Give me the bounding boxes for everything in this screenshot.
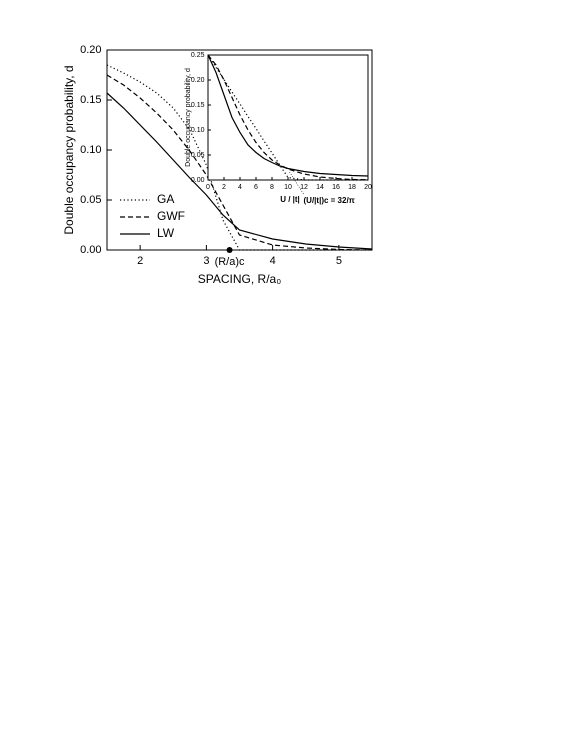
series-line — [207, 54, 369, 177]
x-tick-label: 4 — [238, 184, 242, 191]
y-tick-label: 0.15 — [80, 94, 101, 106]
critical-point — [226, 247, 233, 253]
y-tick-label: 0.20 — [80, 44, 101, 56]
y-tick-label: 0.05 — [80, 194, 101, 206]
x-tick-label: 16 — [332, 184, 340, 191]
x-tick-label: 20 — [364, 184, 372, 191]
x-tick-label: 18 — [348, 184, 356, 191]
series-line — [106, 74, 373, 251]
y-axis-label: Double occupancy probability, d — [62, 65, 76, 234]
x-tick-label: 2 — [137, 255, 143, 267]
y-tick-label: 0.00 — [80, 244, 101, 256]
x-tick-label: 6 — [254, 184, 258, 191]
x-axis-label: SPACING, R/a₀ — [198, 272, 281, 286]
inset-x-axis-label: U / |t| — [280, 195, 300, 204]
x-tick-label: 12 — [300, 184, 308, 191]
y-tick-label: 0.20 — [191, 77, 205, 84]
y-tick-label: 0.00 — [191, 177, 205, 184]
annotation-leader — [289, 171, 304, 195]
plot-area — [207, 54, 369, 181]
chart-panel: 0 2 4 6 8 10 12 14 16 18 20 0.00 0.05 0.10 0.15 0.20 0.2… — [191, 52, 372, 191]
series-line — [106, 64, 372, 251]
legend-label: LW — [157, 226, 175, 240]
y-tick-label: 0.25 — [191, 52, 205, 59]
series-line — [106, 92, 373, 250]
annotation: (R/a)c — [215, 256, 245, 268]
x-tick-label: 2 — [222, 184, 226, 191]
legend-label: GA — [157, 192, 174, 206]
x-tick-label: 10 — [284, 184, 292, 191]
x-tick-label: 8 — [270, 184, 274, 191]
inset-y-axis-label: Double occupancy probability, d — [185, 68, 192, 167]
y-tick-label: 0.15 — [191, 102, 205, 109]
legend-label: GWF — [157, 209, 185, 223]
x-tick-label: 0 — [206, 184, 210, 191]
y-tick-label: 0.10 — [80, 144, 101, 156]
x-tick-label: 5 — [336, 255, 342, 267]
y-tick-label: 0.10 — [191, 127, 205, 134]
x-tick-label: 14 — [316, 184, 324, 191]
y-tick-label: 0.05 — [191, 152, 205, 159]
x-tick-label: 3 — [203, 255, 209, 267]
inset-annotation: (U/|t|)c = 32/π — [304, 196, 355, 205]
x-tick-label: 4 — [270, 255, 276, 267]
